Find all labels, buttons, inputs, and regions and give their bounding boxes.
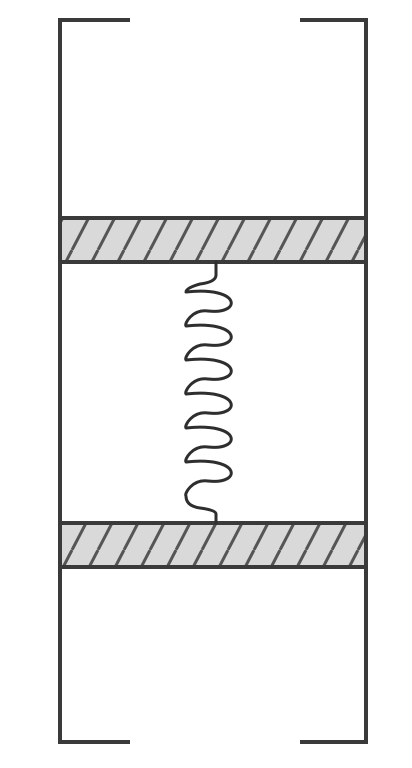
spring — [184, 260, 233, 525]
cylinder-left-wall — [58, 18, 130, 744]
spring-coil — [184, 260, 233, 525]
cylinder — [58, 18, 368, 744]
cylinder-right-wall — [300, 18, 368, 744]
upper-piston — [60, 216, 366, 264]
lower-piston — [60, 521, 366, 569]
